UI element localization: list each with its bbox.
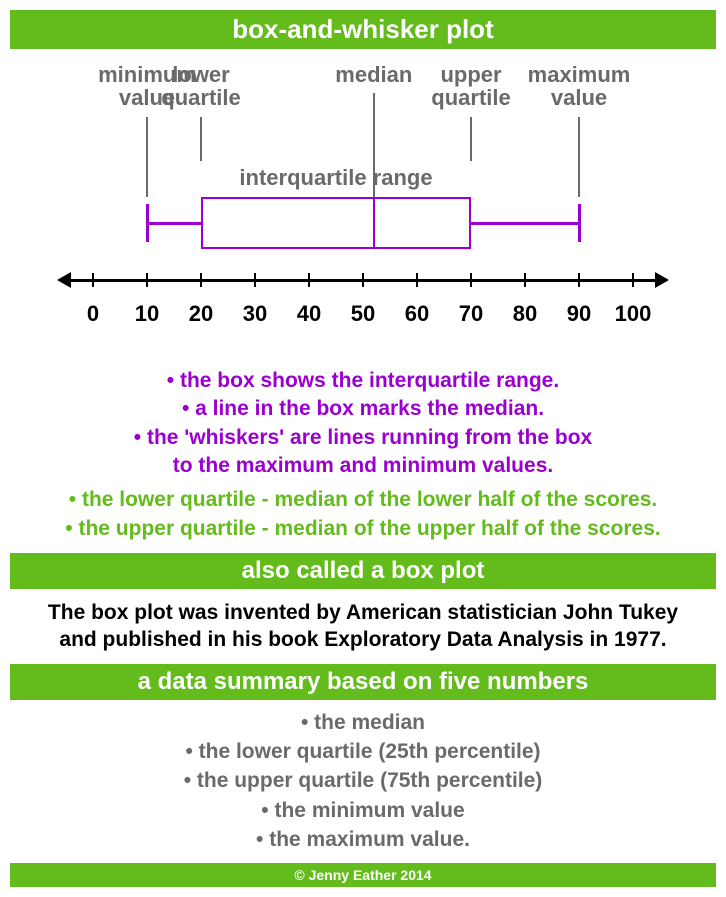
leader-max xyxy=(578,117,580,197)
whisker-cap-min xyxy=(146,204,149,242)
boxplot-diagram: minimumvaluelowerquartilemedianupperquar… xyxy=(13,63,713,363)
copyright-banner: © Jenny Eather 2014 xyxy=(10,863,716,887)
leader-q3 xyxy=(470,117,472,161)
axis-tick xyxy=(92,273,94,287)
also-called-banner: also called a box plot xyxy=(10,553,716,589)
axis-tick-label: 80 xyxy=(505,301,545,327)
axis-tick xyxy=(362,273,364,287)
whisker-cap-max xyxy=(578,204,581,242)
title-banner: box-and-whisker plot xyxy=(10,10,716,49)
axis-tick-label: 0 xyxy=(73,301,113,327)
summary-item: • the lower quartile (25th percentile) xyxy=(10,737,716,766)
axis-tick-label: 40 xyxy=(289,301,329,327)
axis-tick xyxy=(308,273,310,287)
axis-tick xyxy=(632,273,634,287)
axis-tick xyxy=(200,273,202,287)
iqr-label: interquartile range xyxy=(201,165,471,191)
summary-list: • the median• the lower quartile (25th p… xyxy=(10,700,716,857)
axis-tick xyxy=(146,273,148,287)
description-purple: • the box shows the interquartile range.… xyxy=(10,367,716,480)
whisker-right xyxy=(471,222,579,225)
axis-tick xyxy=(254,273,256,287)
boxplot-median-line xyxy=(373,197,376,249)
axis-tick-label: 70 xyxy=(451,301,491,327)
history-text: The box plot was invented by American st… xyxy=(10,589,716,664)
bullet-line: • the 'whiskers' are lines running from … xyxy=(10,424,716,452)
bullet-line: • the lower quartile - median of the low… xyxy=(10,486,716,514)
whisker-left xyxy=(147,222,201,225)
axis-tick xyxy=(416,273,418,287)
axis-tick-label: 30 xyxy=(235,301,275,327)
summary-item: • the minimum value xyxy=(10,796,716,825)
summary-item: • the upper quartile (75th percentile) xyxy=(10,766,716,795)
history-line2: and published in his book Exploratory Da… xyxy=(30,626,696,653)
bullet-line: • a line in the box marks the median. xyxy=(10,395,716,423)
axis-tick xyxy=(524,273,526,287)
summary-item: • the median xyxy=(10,708,716,737)
label-q3: upperquartile xyxy=(411,63,531,109)
axis-tick-label: 20 xyxy=(181,301,221,327)
axis-arrow-right xyxy=(655,272,669,288)
summary-item: • the maximum value. xyxy=(10,825,716,854)
description-green: • the lower quartile - median of the low… xyxy=(10,486,716,543)
axis-arrow-left xyxy=(57,272,71,288)
axis-tick-label: 60 xyxy=(397,301,437,327)
bullet-line: to the maximum and minimum values. xyxy=(10,452,716,480)
leader-q1 xyxy=(200,117,202,161)
summary-banner: a data summary based on five numbers xyxy=(10,664,716,700)
history-line1: The box plot was invented by American st… xyxy=(30,599,696,626)
axis-tick-label: 100 xyxy=(613,301,653,327)
leader-min xyxy=(146,117,148,197)
axis-tick xyxy=(470,273,472,287)
label-max: maximumvalue xyxy=(519,63,639,109)
label-q1: lowerquartile xyxy=(141,63,261,109)
axis-tick-label: 90 xyxy=(559,301,599,327)
bullet-line: • the upper quartile - median of the upp… xyxy=(10,515,716,543)
axis-tick xyxy=(578,273,580,287)
axis-tick-label: 10 xyxy=(127,301,167,327)
axis-tick-label: 50 xyxy=(343,301,383,327)
boxplot-box xyxy=(201,197,471,249)
bullet-line: • the box shows the interquartile range. xyxy=(10,367,716,395)
